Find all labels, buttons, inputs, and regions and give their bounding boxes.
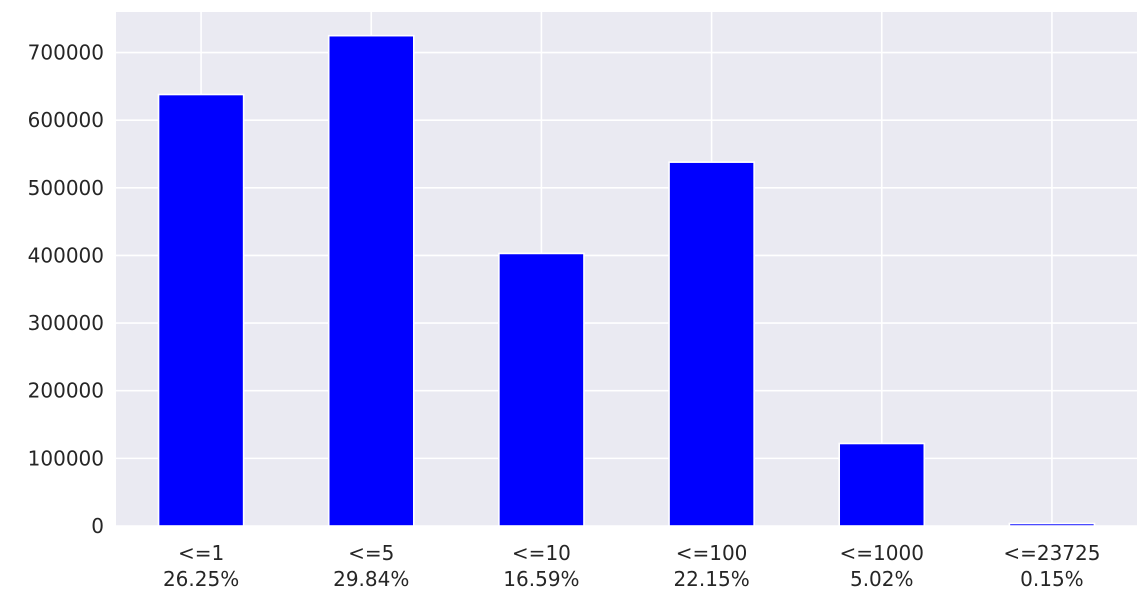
x-tick-label: <=23725: [1003, 541, 1100, 565]
x-tick-label: <=10: [512, 541, 571, 565]
x-tick-label: 16.59%: [503, 567, 579, 589]
grid-lines: [116, 12, 1137, 527]
y-tick-label: 600000: [28, 108, 104, 132]
x-tick-label: 26.25%: [163, 567, 239, 589]
y-tick-label: 100000: [28, 446, 104, 470]
x-tick-label: 5.02%: [850, 567, 914, 589]
bar-4: [838, 442, 926, 527]
x-tick-label: 29.84%: [333, 567, 409, 589]
bar-0: [157, 93, 245, 527]
y-tick-label: 400000: [28, 243, 104, 267]
bar-2: [498, 252, 585, 527]
plot-background: [116, 12, 1137, 526]
x-tick-label: <=100: [676, 541, 748, 565]
y-tick-label: 700000: [28, 41, 104, 65]
y-tick-label: 500000: [28, 176, 104, 200]
bar-3: [668, 161, 755, 527]
x-tick-label: 22.15%: [673, 567, 749, 589]
x-tick-label: 0.15%: [1020, 567, 1084, 589]
x-tick-label: <=5: [348, 541, 394, 565]
bar-5: [1008, 522, 1096, 527]
x-tick-label: <=1: [178, 541, 224, 565]
y-tick-label: 200000: [28, 379, 104, 403]
bar-1: [327, 34, 415, 527]
y-axis-ticks: 0 100000 200000 300000 400000 500000 600000 700…: [28, 41, 104, 538]
bars: [157, 34, 1096, 527]
x-tick-label: <=1000: [840, 541, 924, 565]
y-tick-label: 0: [91, 514, 104, 538]
y-tick-label: 300000: [28, 311, 104, 335]
